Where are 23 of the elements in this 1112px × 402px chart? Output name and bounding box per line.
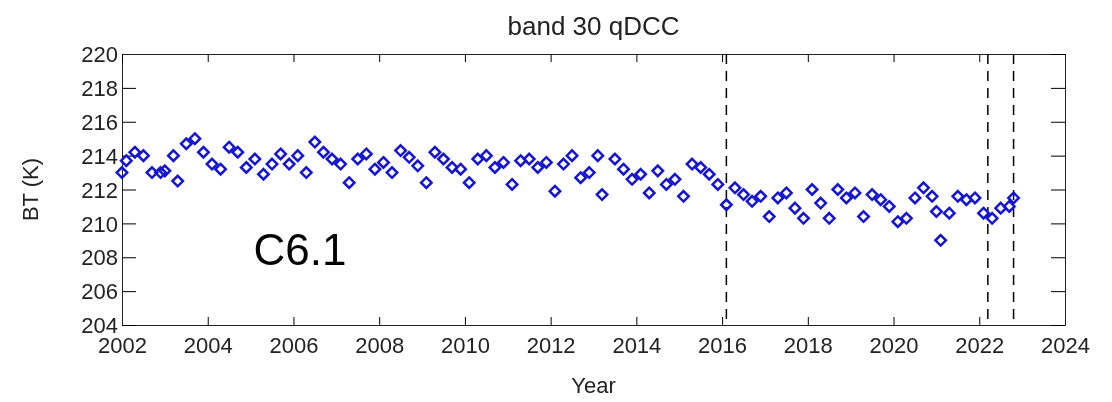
x-tick-label: 2004	[183, 332, 233, 358]
x-tick-label: 2016	[698, 332, 748, 358]
x-tick-label: 2006	[269, 332, 319, 358]
x-axis-title: Year	[571, 373, 616, 398]
y-tick-label: 220	[81, 42, 118, 68]
x-tick-label: 2010	[440, 332, 490, 358]
x-tick-label: 2020	[869, 332, 919, 358]
y-tick-label: 218	[81, 76, 118, 102]
y-tick-label: 206	[81, 279, 118, 305]
y-axis-title: BT (K)	[18, 157, 43, 222]
x-tick-label: 2022	[955, 332, 1005, 358]
x-tick-label: 2014	[612, 332, 662, 358]
y-tick-label: 208	[81, 245, 118, 271]
annotation: C6.1	[253, 225, 347, 274]
y-tick-label: 216	[81, 109, 118, 135]
x-tick-label: 2018	[783, 332, 833, 358]
y-tick-label: 212	[81, 177, 118, 203]
y-tick-label: 210	[81, 211, 118, 237]
x-tick-label: 2008	[355, 332, 405, 358]
x-tick-label: 2024	[1041, 332, 1090, 358]
x-tick-label: 2012	[526, 332, 576, 358]
y-tick-label: 214	[81, 143, 118, 169]
chart-title: band 30 qDCC	[507, 11, 680, 41]
